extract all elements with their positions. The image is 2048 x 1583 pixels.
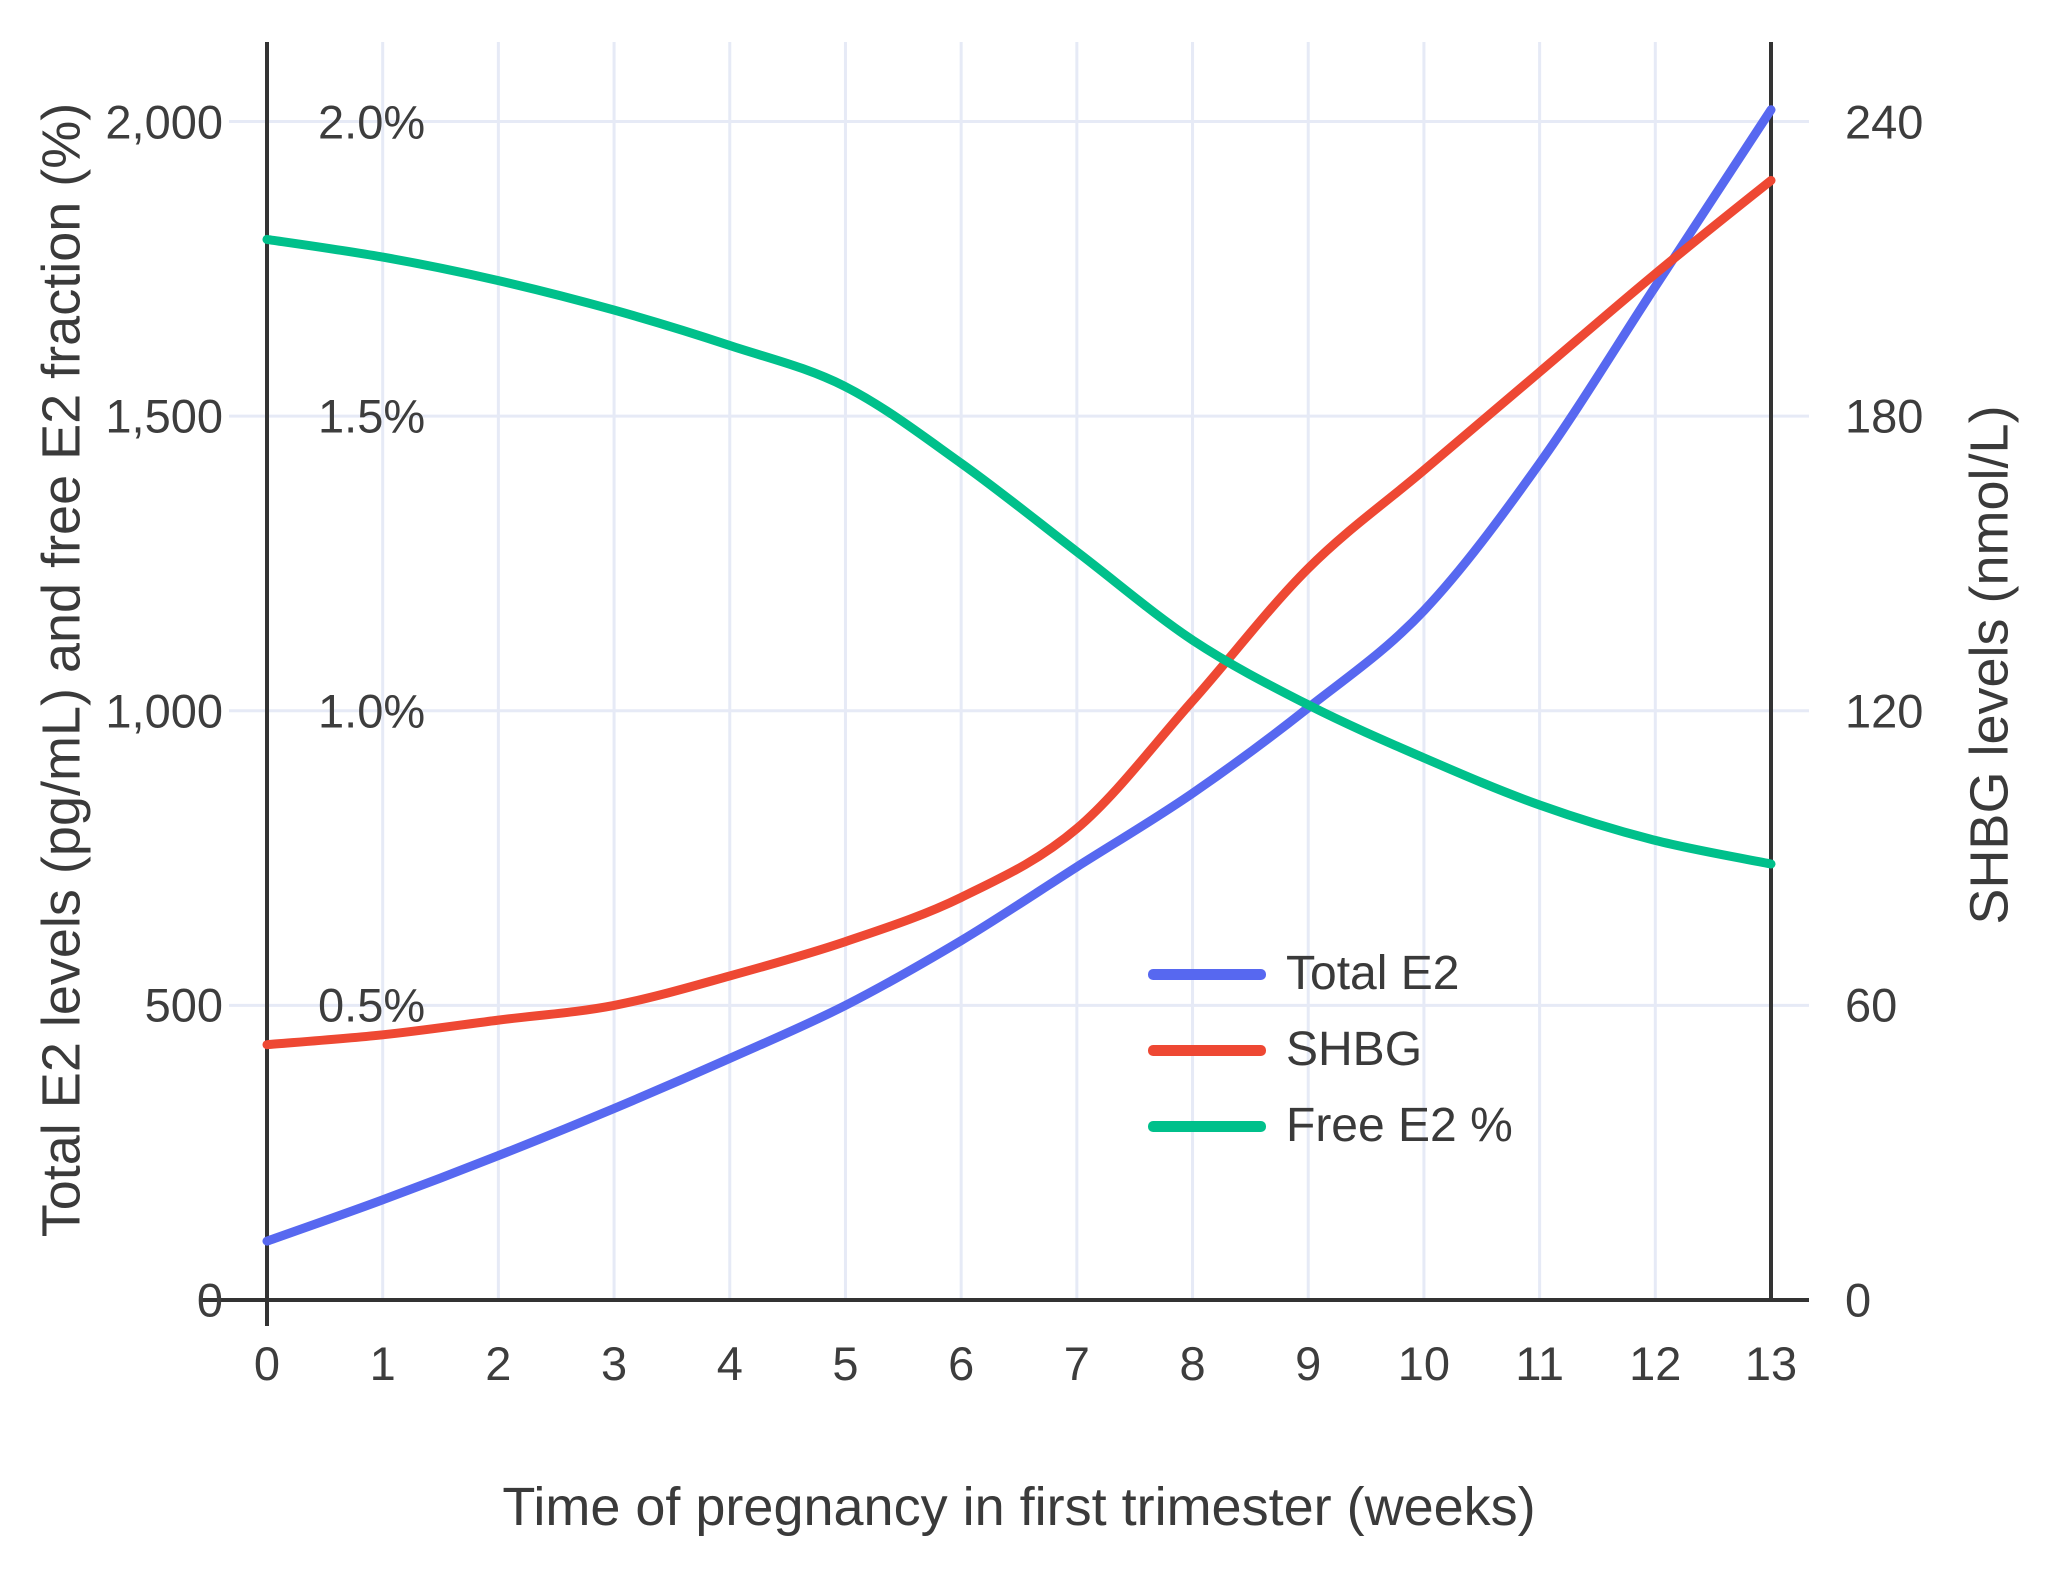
legend-swatch-icon [1148, 968, 1266, 980]
plot-area [201, 42, 1809, 1326]
y-axis-title-right: SHBG levels (nmol/L) [1959, 405, 2020, 925]
y-left-tick-label: 0 [196, 1273, 223, 1327]
y-right-tick-label: 180 [1845, 389, 1924, 443]
x-tick-label: 9 [1295, 1337, 1322, 1390]
x-axis-title: Time of pregnancy in first trimester (we… [502, 1477, 1536, 1537]
x-tick-label: 2 [485, 1337, 512, 1390]
y-axis-title-left: Total E2 levels (pg/mL) and free E2 frac… [31, 102, 92, 1238]
legend-swatch-icon [1148, 1120, 1266, 1132]
x-tick-label: 1 [369, 1337, 396, 1390]
series-line-shbg [262, 176, 1776, 1050]
x-tick-label: 10 [1397, 1337, 1451, 1390]
x-tick-label: 11 [1515, 1337, 1565, 1390]
series-line-total-e2 [262, 105, 1776, 1246]
y-right-tick-label: 240 [1845, 95, 1924, 149]
y-left-tick-label: 1,000 [105, 684, 223, 738]
y-percent-tick-label: 1.0% [318, 684, 426, 738]
y-percent-tick-label: 2.0% [318, 95, 426, 149]
x-tick-label: 7 [1063, 1337, 1090, 1390]
x-tick-label: 4 [716, 1337, 743, 1390]
y-left-tick-label: 1,500 [105, 389, 223, 443]
y-right-tick-label: 0 [1845, 1273, 1872, 1327]
legend-label: Free E2 % [1286, 1099, 1513, 1152]
x-tick-label: 13 [1744, 1337, 1798, 1390]
x-tick-label: 12 [1629, 1337, 1682, 1390]
x-tick-label: 6 [948, 1337, 975, 1390]
series-line-free-e2- [262, 234, 1776, 869]
y-right-tick-label: 60 [1845, 978, 1898, 1032]
y-percent-tick-label: 1.5% [318, 389, 426, 443]
x-tick-label: 3 [600, 1337, 628, 1390]
x-tick-label: 5 [832, 1337, 859, 1390]
legend-item-free-e2-[interactable]: Free E2 % [1148, 1098, 1513, 1154]
legend-item-shbg[interactable]: SHBG [1148, 1022, 1513, 1078]
legend-label: SHBG [1286, 1023, 1423, 1076]
legend: Total E2 SHBG Free E2 % [1148, 946, 1513, 1154]
y-left-tick-label: 500 [144, 978, 223, 1032]
legend-swatch-icon [1148, 1044, 1266, 1056]
y-right-tick-label: 120 [1845, 684, 1924, 738]
legend-label: Total E2 [1286, 947, 1460, 1000]
x-tick-label: 8 [1179, 1337, 1206, 1390]
y-percent-tick-label: 0.5% [318, 978, 426, 1032]
y-left-tick-label: 2,000 [105, 95, 223, 149]
legend-item-total-e2[interactable]: Total E2 [1148, 946, 1513, 1002]
plot-canvas [201, 42, 1809, 1326]
x-tick-label: 0 [253, 1337, 281, 1390]
